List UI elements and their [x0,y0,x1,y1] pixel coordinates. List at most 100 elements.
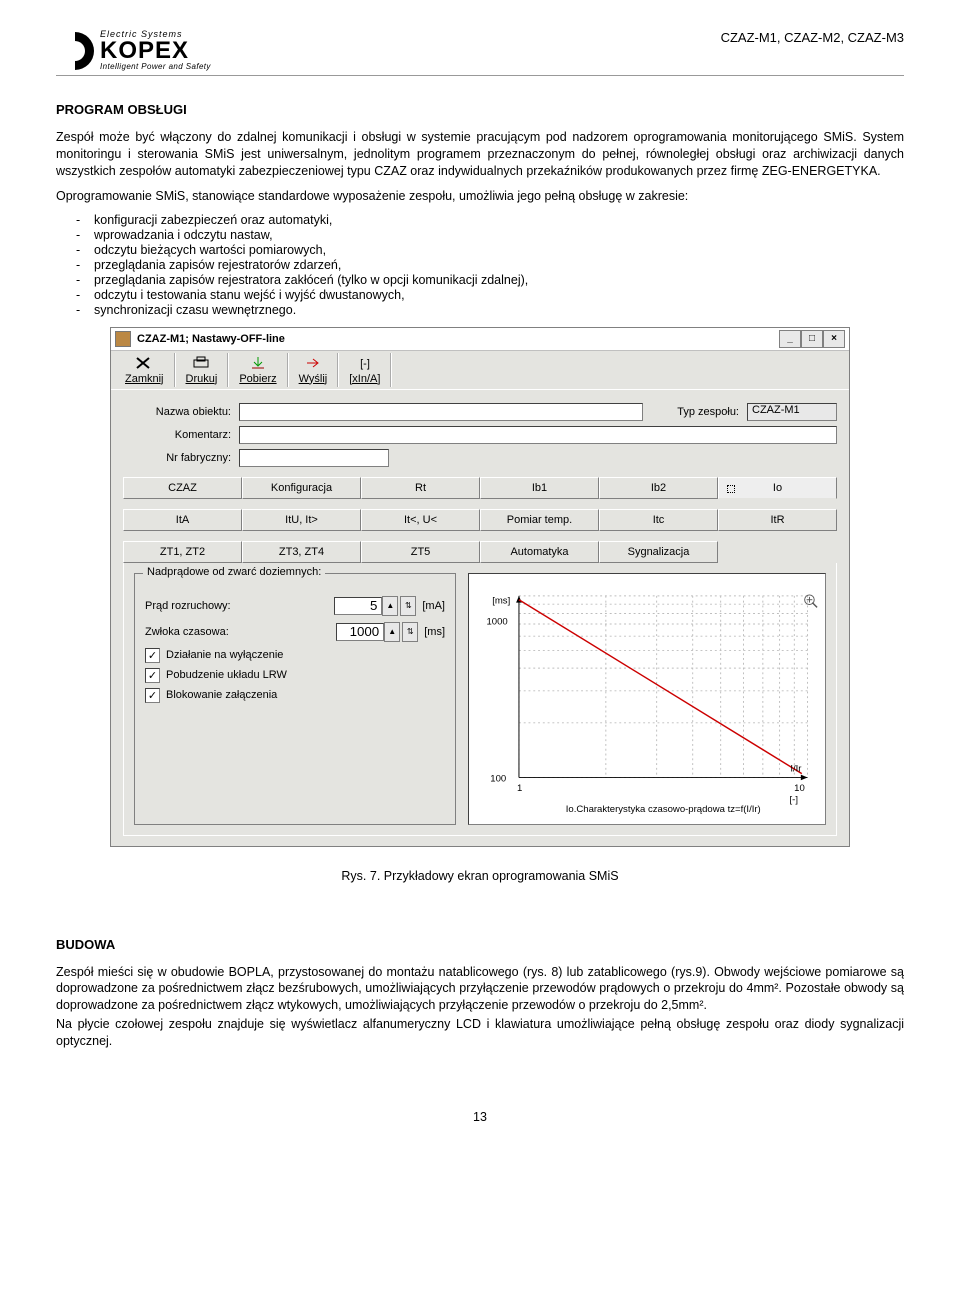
tool-download[interactable]: Pobierz [229,353,288,387]
smis-window: CZAZ-M1; Nastawy-OFF-line _ □ × Zamknij … [110,327,850,847]
svg-text:100: 100 [490,773,506,784]
input-nazwa[interactable] [239,403,643,421]
page-header: Electric Systems KOPEX Intelligent Power… [56,30,904,76]
group-title: Nadprądowe od zwarć doziemnych: [143,566,325,578]
paragraph-1: Zespół może być włączony do zdalnej komu… [56,129,904,180]
step-icon[interactable]: ⇅ [402,622,418,642]
app-icon [115,331,131,347]
tab[interactable]: Automatyka [480,541,599,563]
logo-brand: KOPEX [100,39,211,63]
checkbox-checked-icon[interactable]: ✓ [145,688,160,703]
svg-text:10: 10 [794,782,805,793]
chart-io: [ms]1000100110I/Ir[-]Io.Charakterystyka … [468,573,826,825]
tab[interactable]: ZT3, ZT4 [242,541,361,563]
list-item: przeglądania zapisów rejestratora zakłóc… [76,273,904,287]
logo-text: Electric Systems KOPEX Intelligent Power… [100,30,211,71]
label-typ: Typ zespołu: [677,406,739,418]
tool-send[interactable]: Wyślij [289,353,340,387]
tab[interactable]: Ib2 [599,477,718,499]
tool-print[interactable]: Drukuj [176,353,230,387]
window-controls: _ □ × [779,330,845,348]
list-item: odczytu bieżących wartości pomiarowych, [76,243,904,257]
tab[interactable]: Rt [361,477,480,499]
close-button[interactable]: × [823,330,845,348]
bracket-icon: [-] [355,355,375,371]
tab[interactable]: ItA [123,509,242,531]
chart-svg: [ms]1000100110I/Ir[-]Io.Charakterystyka … [475,580,819,822]
section-title-program: PROGRAM OBSŁUGI [56,102,904,117]
group-nadpradowe: Nadprądowe od zwarć doziemnych: Prąd roz… [134,573,456,825]
spin-up-icon[interactable]: ▲ [382,596,398,616]
svg-text:[ms]: [ms] [492,595,510,606]
svg-text:1: 1 [517,782,522,793]
checkbox-checked-icon[interactable]: ✓ [145,648,160,663]
tab-panel: Nadprądowe od zwarć doziemnych: Prąd roz… [123,563,837,836]
logo-icon [56,32,94,70]
step-icon[interactable]: ⇅ [400,596,416,616]
paragraph-2: Oprogramowanie SMiS, stanowiące standard… [56,188,904,205]
tabs-row-3: ZT1, ZT2 ZT3, ZT4 ZT5 Automatyka Sygnali… [123,541,837,563]
field-typ: CZAZ-M1 [747,403,837,421]
toolbar: Zamknij Drukuj Pobierz Wyślij [111,351,849,390]
input-komentarz[interactable] [239,426,837,444]
list-item: konfiguracji zabezpieczeń oraz automatyk… [76,213,904,227]
tool-close[interactable]: Zamknij [115,353,176,387]
chk-label: Działanie na wyłączenie [166,649,283,661]
header-models: CZAZ-M1, CZAZ-M2, CZAZ-M3 [721,30,904,45]
tab[interactable]: Sygnalizacja [599,541,718,563]
print-icon [191,355,211,371]
tab[interactable]: ItR [718,509,837,531]
tab[interactable]: Pomiar temp. [480,509,599,531]
checkbox-checked-icon[interactable]: ✓ [145,668,160,683]
unit-zwloka: [ms] [424,626,445,638]
logo-tagline-2: Intelligent Power and Safety [100,63,211,71]
tabs-row-2: ItA ItU, It> It<, U< Pomiar temp. Itc It… [123,509,837,531]
tabs-row-1: CZAZ Konfiguracja Rt Ib1 Ib2 Io [123,477,837,499]
tab-active[interactable]: Io [718,477,837,499]
svg-text:1000: 1000 [486,616,507,627]
tab[interactable]: Itc [599,509,718,531]
checkbox-row[interactable]: ✓ Blokowanie załączenia [145,688,445,703]
svg-text:[-]: [-] [789,794,797,805]
tab[interactable]: Konfiguracja [242,477,361,499]
close-icon [134,355,154,371]
checkbox-row[interactable]: ✓ Działanie na wyłączenie [145,648,445,663]
input-nrfab[interactable] [239,449,389,467]
minimize-button[interactable]: _ [779,330,801,348]
svg-text:Io.Charakterystyka czasowo-prą: Io.Charakterystyka czasowo-prądowa tz=f(… [566,803,761,814]
spin-prad[interactable]: ▲ ⇅ [334,596,416,616]
maximize-button[interactable]: □ [801,330,823,348]
label-nazwa: Nazwa obiektu: [123,406,231,418]
input-zwloka[interactable] [336,623,384,641]
label-zwloka: Zwłoka czasowa: [145,626,336,638]
spin-up-icon[interactable]: ▲ [384,622,400,642]
tab[interactable]: ZT1, ZT2 [123,541,242,563]
chk-label: Blokowanie załączenia [166,689,277,701]
tab[interactable]: ItU, It> [242,509,361,531]
svg-text:[-]: [-] [360,358,370,370]
logo-block: Electric Systems KOPEX Intelligent Power… [56,30,211,71]
tool-units[interactable]: [-] [xIn/A] [339,353,392,387]
input-prad[interactable] [334,597,382,615]
section-title-budowa: BUDOWA [56,937,904,952]
chk-label: Pobudzenie układu LRW [166,669,287,681]
list-item: przeglądania zapisów rejestratorów zdarz… [76,258,904,272]
label-komentarz: Komentarz: [123,429,231,441]
page-number: 13 [56,1110,904,1124]
send-icon [303,355,323,371]
tab[interactable]: It<, U< [361,509,480,531]
spin-zwloka[interactable]: ▲ ⇅ [336,622,418,642]
feature-list: konfiguracji zabezpieczeń oraz automatyk… [56,213,904,317]
label-nrfab: Nr fabryczny: [123,452,231,464]
tab[interactable]: ZT5 [361,541,480,563]
tab[interactable]: Ib1 [480,477,599,499]
list-item: synchronizacji czasu wewnętrznego. [76,303,904,317]
figure-caption: Rys. 7. Przykładowy ekran oprogramowania… [56,869,904,883]
label-prad: Prąd rozruchowy: [145,600,334,612]
download-icon [248,355,268,371]
unit-prad: [mA] [422,600,445,612]
checkbox-row[interactable]: ✓ Pobudzenie układu LRW [145,668,445,683]
tab[interactable]: CZAZ [123,477,242,499]
paragraph-3: Zespół mieści się w obudowie BOPLA, przy… [56,964,904,1015]
list-item: odczytu i testowania stanu wejść i wyjść… [76,288,904,302]
